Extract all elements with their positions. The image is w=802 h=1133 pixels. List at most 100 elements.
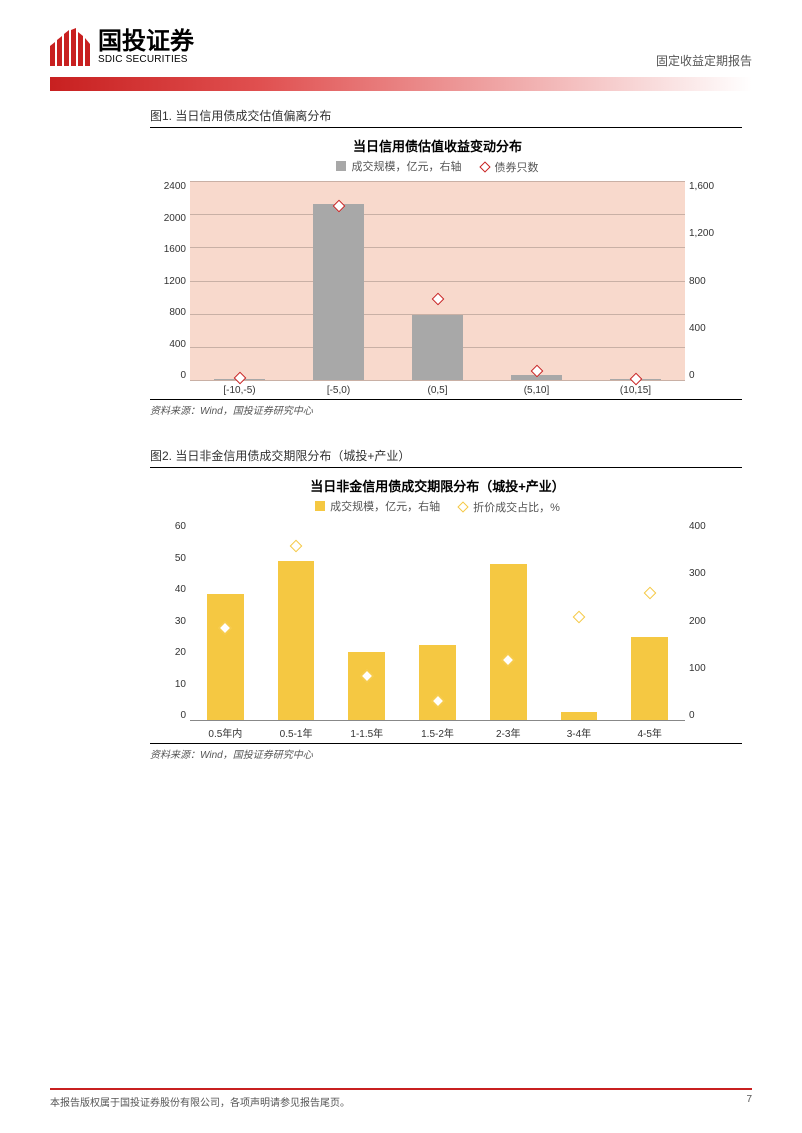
legend-marker: 债券只数 [481, 159, 539, 175]
chart-1-xaxis: [-10,-5)[-5,0)(0,5](5,10](10,15] [150, 381, 725, 396]
marker-diamond [431, 293, 444, 306]
ytick-left: 800 [154, 307, 186, 318]
legend-bar: 成交规模，亿元，右轴 [336, 158, 461, 174]
xtick: 3-4年 [544, 725, 615, 740]
ytick-left: 1200 [154, 276, 186, 287]
chart-1-yaxis-right: 1,600 1,200 800 400 0 [685, 181, 725, 381]
chart-1-title: 当日信用债估值收益变动分布 [150, 132, 725, 155]
ytick-right: 300 [689, 568, 721, 579]
bar-slot [473, 521, 544, 720]
ytick-left: 20 [154, 647, 186, 658]
legend-marker-label: 债券只数 [495, 159, 539, 175]
bar [412, 315, 463, 381]
xtick: (10,15] [586, 385, 685, 396]
chart-1-plot-wrap: 2400 2000 1600 1200 800 400 0 1,600 1,200 800 400… [150, 181, 725, 381]
ytick-right: 0 [689, 710, 721, 721]
ytick-right: 1,600 [689, 181, 721, 192]
bar-slot [388, 181, 487, 380]
bar-slot [289, 181, 388, 380]
ytick-right: 0 [689, 370, 721, 381]
bar [313, 204, 364, 380]
legend-bar-swatch [315, 501, 325, 511]
logo-icon [50, 28, 92, 66]
logo-text: 国投证券 SDIC SECURITIES [98, 30, 194, 65]
bar-slot [190, 181, 289, 380]
logo: 国投证券 SDIC SECURITIES [50, 28, 194, 66]
xtick: [-5,0) [289, 385, 388, 396]
chart-1-plot-area [190, 181, 685, 381]
ytick-left: 2400 [154, 181, 186, 192]
bar-slot [544, 521, 615, 720]
bar-slot [586, 181, 685, 380]
ytick-right: 100 [689, 663, 721, 674]
bar [348, 652, 385, 720]
bar [561, 712, 598, 720]
legend-bar-label: 成交规模，亿元，右轴 [351, 158, 461, 174]
bar-slot [190, 521, 261, 720]
bar-slot [261, 521, 332, 720]
legend-diamond-swatch [457, 501, 468, 512]
bar-slot [614, 521, 685, 720]
bar-slot [487, 181, 586, 380]
ytick-left: 400 [154, 339, 186, 350]
ytick-left: 40 [154, 584, 186, 595]
chart-1: 当日信用债估值收益变动分布 成交规模，亿元，右轴 债券只数 2400 2000 16… [150, 132, 725, 396]
ytick-left: 10 [154, 679, 186, 690]
chart-1-source: 资料来源：Wind，国投证券研究中心 [150, 399, 742, 417]
logo-en: SDIC SECURITIES [98, 54, 194, 65]
chart-2-legend: 成交规模，亿元，右轴 折价成交占比，% [150, 495, 725, 521]
chart-2-bars [190, 521, 685, 720]
ytick-right: 400 [689, 521, 721, 532]
figure-2: 图2. 当日非金信用债成交期限分布（城投+产业） 当日非金信用债成交期限分布（城… [150, 447, 742, 761]
xtick: 2-3年 [473, 725, 544, 740]
footer-disclaimer: 本报告版权属于国投证券股份有限公司，各项声明请参见报告尾页。 [50, 1094, 350, 1109]
chart-2-title: 当日非金信用债成交期限分布（城投+产业） [150, 472, 725, 495]
legend-marker: 折价成交占比，% [459, 499, 560, 515]
xtick: 1.5-2年 [402, 725, 473, 740]
bar [207, 594, 244, 720]
legend-bar-swatch [336, 161, 346, 171]
page-content: 图1. 当日信用债成交估值偏离分布 当日信用债估值收益变动分布 成交规模，亿元，… [0, 91, 802, 761]
marker-diamond [573, 611, 586, 624]
ytick-right: 200 [689, 616, 721, 627]
ytick-left: 0 [154, 370, 186, 381]
chart-2-xaxis: 0.5年内0.5-1年1-1.5年1.5-2年2-3年3-4年4-5年 [150, 721, 725, 740]
page-header: 国投证券 SDIC SECURITIES 固定收益定期报告 [0, 0, 802, 69]
xtick: 0.5-1年 [261, 725, 332, 740]
bar [419, 645, 456, 720]
header-report-type: 固定收益定期报告 [656, 52, 752, 69]
legend-marker-label: 折价成交占比，% [473, 499, 560, 515]
xtick: [-10,-5) [190, 385, 289, 396]
xtick: 1-1.5年 [331, 725, 402, 740]
marker-diamond [290, 540, 303, 553]
bar [490, 564, 527, 720]
ytick-left: 30 [154, 616, 186, 627]
bar [278, 561, 315, 720]
chart-1-yaxis-left: 2400 2000 1600 1200 800 400 0 [150, 181, 190, 381]
figure-2-caption: 图2. 当日非金信用债成交期限分布（城投+产业） [150, 447, 742, 468]
xtick: (0,5] [388, 385, 487, 396]
ytick-right: 1,200 [689, 228, 721, 239]
ytick-left: 1600 [154, 244, 186, 255]
ytick-right: 800 [689, 276, 721, 287]
bar-slot [331, 521, 402, 720]
bar [631, 637, 668, 720]
ytick-left: 2000 [154, 213, 186, 224]
ytick-left: 60 [154, 521, 186, 532]
header-accent-bar [50, 77, 752, 91]
page-number: 7 [746, 1094, 752, 1109]
page-footer: 本报告版权属于国投证券股份有限公司，各项声明请参见报告尾页。 7 [50, 1088, 752, 1109]
marker-diamond [643, 587, 656, 600]
ytick-left: 50 [154, 553, 186, 564]
ytick-right: 400 [689, 323, 721, 334]
legend-diamond-swatch [479, 161, 490, 172]
figure-1-caption: 图1. 当日信用债成交估值偏离分布 [150, 107, 742, 128]
chart-2-plot-area [190, 521, 685, 721]
chart-1-legend: 成交规模，亿元，右轴 债券只数 [150, 155, 725, 181]
figure-1: 图1. 当日信用债成交估值偏离分布 当日信用债估值收益变动分布 成交规模，亿元，… [150, 107, 742, 417]
legend-bar-label: 成交规模，亿元，右轴 [330, 498, 440, 514]
xtick: 0.5年内 [190, 725, 261, 740]
xtick: 4-5年 [614, 725, 685, 740]
chart-1-bars [190, 181, 685, 380]
ytick-left: 0 [154, 710, 186, 721]
